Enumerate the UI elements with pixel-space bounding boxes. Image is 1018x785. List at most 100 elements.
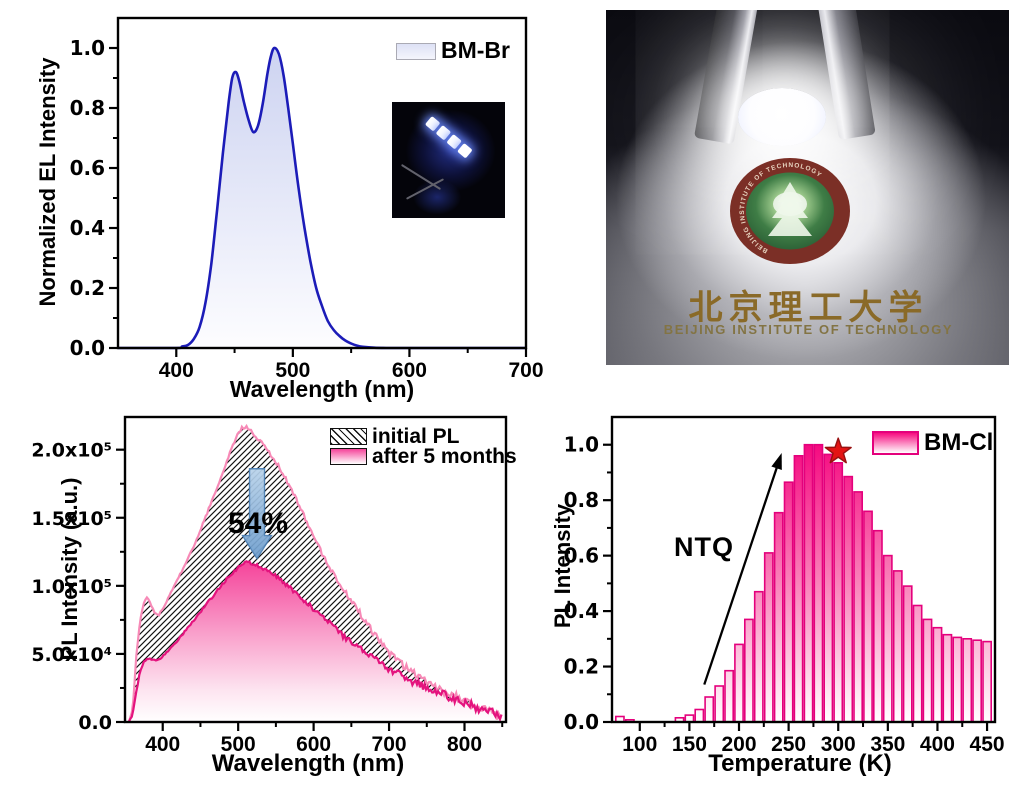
y-tick-label: 0.8 bbox=[70, 96, 105, 120]
y-tick-label: 1.0 bbox=[70, 36, 105, 60]
after-5-months-legend-swatch bbox=[330, 448, 367, 465]
pl-bar bbox=[704, 696, 715, 723]
initial-pl-legend-swatch bbox=[330, 428, 367, 445]
x-tick-label: 400 bbox=[920, 733, 955, 756]
bmbr-legend-swatch bbox=[396, 43, 436, 60]
pl-bar bbox=[813, 443, 824, 723]
x-tick-label: 350 bbox=[870, 733, 905, 756]
pl-bar bbox=[783, 481, 794, 723]
x-tick-label: 300 bbox=[821, 733, 856, 756]
pl-bar bbox=[912, 604, 923, 723]
pl-bar bbox=[694, 708, 705, 723]
initial-pl-curve bbox=[127, 423, 502, 723]
y-tick-label: 0.4 bbox=[564, 599, 599, 623]
university-logo: BEIJING INSTITUTE OF TECHNOLOGY bbox=[730, 158, 850, 264]
x-tick-label: 700 bbox=[508, 359, 543, 382]
led-chip-row bbox=[424, 116, 473, 159]
x-tick-label: 600 bbox=[296, 733, 331, 756]
pl-bar bbox=[724, 669, 734, 723]
y-tick-label: 0.4 bbox=[70, 216, 105, 240]
logo-tree-icon bbox=[768, 182, 812, 236]
y-tick-label: 0.0 bbox=[78, 712, 112, 734]
el-x-axis-title: Wavelength (nm) bbox=[229, 376, 415, 402]
x-tick-label: 500 bbox=[275, 359, 310, 382]
pl-bar bbox=[863, 510, 873, 723]
y-tick-label: 0.2 bbox=[564, 655, 599, 679]
pl-bar bbox=[853, 491, 863, 723]
pl-bar bbox=[962, 637, 973, 723]
el-y-axis-title: Normalized EL Intensity bbox=[35, 57, 60, 307]
pl-bar bbox=[902, 585, 913, 723]
x-tick-label: 700 bbox=[372, 733, 407, 756]
y-tick-label: 0.6 bbox=[564, 544, 599, 568]
pl-bar bbox=[922, 618, 933, 723]
pl-x-axis-title: Wavelength (nm) bbox=[211, 750, 405, 777]
x-tick-label: 600 bbox=[392, 359, 427, 382]
after-5-months-legend-label: after 5 months bbox=[372, 445, 517, 468]
temp-x-axis-title: Temperature (K) bbox=[708, 750, 892, 777]
pl-bar bbox=[793, 454, 804, 723]
pl-bar bbox=[734, 643, 744, 723]
y-tick-label: 2.0x10⁵ bbox=[31, 440, 112, 462]
y-tick-label: 1.5x10⁵ bbox=[31, 508, 112, 530]
decline-arrow-icon bbox=[241, 468, 273, 560]
pl-bar bbox=[753, 590, 764, 723]
university-name-english: BEIJING INSTITUTE OF TECHNOLOGY bbox=[663, 322, 954, 337]
ntq-annotation: NTQ bbox=[674, 532, 734, 562]
pl-bar bbox=[972, 639, 982, 723]
pl-bar bbox=[773, 511, 784, 723]
y-tick-label: 0.8 bbox=[564, 488, 599, 512]
pl-bar bbox=[714, 685, 725, 723]
temp-y-axis-title: PL Intensity bbox=[550, 503, 575, 629]
y-tick-label: 0.0 bbox=[70, 336, 105, 360]
bmcl-legend-swatch bbox=[872, 431, 919, 455]
after-pl-curve bbox=[127, 560, 503, 723]
x-tick-label: 100 bbox=[622, 733, 657, 756]
pl-y-axis-title: PL Intensity (a.u.) bbox=[57, 477, 82, 661]
y-tick-label: 1.0x10⁵ bbox=[31, 576, 112, 598]
chart-frame bbox=[123, 415, 508, 724]
blue-led-inset-photo bbox=[392, 102, 505, 218]
x-tick-label: 200 bbox=[721, 733, 756, 756]
white-led-device-photo: BEIJING INSTITUTE OF TECHNOLOGY 北京理工大学 B… bbox=[606, 10, 1009, 365]
y-tick-label: 0.0 bbox=[564, 710, 599, 734]
after-pl-area bbox=[128, 561, 502, 722]
y-tick-label: 5.0x10⁴ bbox=[31, 644, 112, 666]
tweezer-right-prong bbox=[817, 10, 876, 141]
pl-bar bbox=[942, 633, 953, 723]
el-curve bbox=[118, 46, 526, 350]
pl-bar bbox=[833, 461, 844, 723]
pl-bar bbox=[932, 626, 943, 723]
x-tick-label: 150 bbox=[672, 733, 707, 756]
x-tick-label: 400 bbox=[159, 359, 194, 382]
pl-bar bbox=[763, 552, 774, 723]
el-area bbox=[118, 47, 526, 349]
pl-bar bbox=[823, 453, 834, 723]
y-tick-label: 0.6 bbox=[70, 156, 105, 180]
x-tick-label: 450 bbox=[970, 733, 1005, 756]
pl-bar bbox=[872, 529, 883, 723]
percent-drop-annotation: 54% bbox=[227, 507, 289, 540]
university-name-chinese: 北京理工大学 bbox=[688, 288, 929, 328]
pl-bar bbox=[882, 554, 893, 723]
pl-bar bbox=[892, 570, 903, 723]
led-chip-icon bbox=[457, 142, 473, 159]
star-icon bbox=[824, 437, 852, 464]
pl-bar bbox=[843, 475, 854, 723]
x-tick-label: 800 bbox=[447, 733, 482, 756]
pl-bar bbox=[743, 618, 754, 723]
x-tick-label: 400 bbox=[145, 733, 180, 756]
chart-frame bbox=[610, 415, 997, 724]
bmbr-legend-label: BM-Br bbox=[441, 37, 510, 63]
y-tick-label: 1.0 bbox=[564, 433, 599, 457]
bmcl-legend-label: BM-Cl bbox=[924, 429, 994, 456]
pl-bar bbox=[952, 636, 963, 723]
ntq-arrowhead-icon bbox=[771, 453, 782, 470]
pl-bar bbox=[803, 443, 814, 723]
chart-frame bbox=[116, 16, 528, 350]
pl-bar bbox=[982, 640, 992, 723]
initial-pl-legend-label: initial PL bbox=[372, 425, 460, 448]
ntq-arrow bbox=[703, 460, 781, 685]
